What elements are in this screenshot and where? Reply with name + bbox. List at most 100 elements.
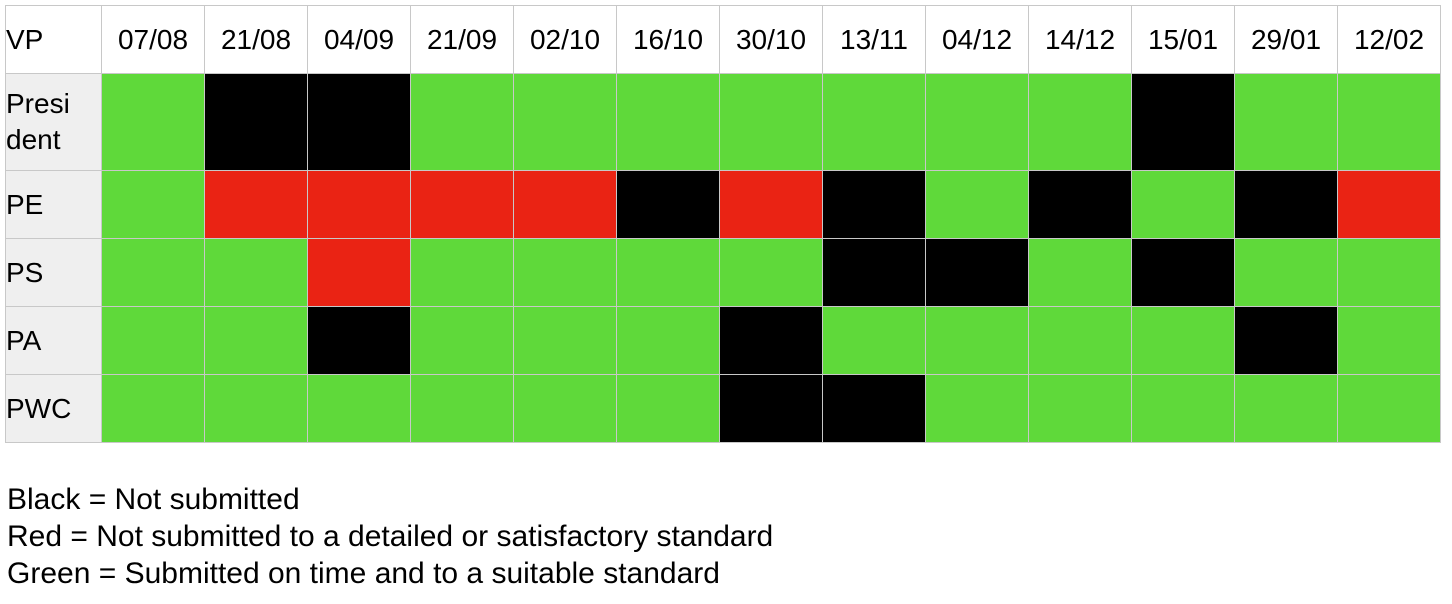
status-cell-black <box>307 306 411 375</box>
status-cell-green <box>513 238 617 307</box>
status-cell-red <box>204 170 308 239</box>
header-row: VP 07/08 21/08 04/09 21/09 02/10 16/10 30/10 13… <box>5 5 1441 74</box>
status-grid: VP 07/08 21/08 04/09 21/09 02/10 16/10 30/10 13… <box>5 5 1441 443</box>
status-cell-green <box>822 306 926 375</box>
status-cell-green <box>513 374 617 443</box>
status-cell-green <box>1028 374 1132 443</box>
row-header-pe: PE <box>5 170 102 239</box>
status-cell-green <box>925 73 1029 171</box>
status-cell-black <box>1028 170 1132 239</box>
column-header-02-10: 02/10 <box>513 5 617 74</box>
status-cell-green <box>1131 374 1235 443</box>
status-cell-green <box>925 306 1029 375</box>
status-cell-black <box>1131 73 1235 171</box>
row-label: President <box>6 88 70 155</box>
column-header-29-01: 29/01 <box>1234 5 1338 74</box>
status-cell-black <box>822 238 926 307</box>
table-row: President <box>5 73 1441 171</box>
status-cell-green <box>719 73 823 171</box>
status-cell-green <box>101 238 205 307</box>
status-cell-black <box>822 170 926 239</box>
legend-entry-green: Green = Submitted on time and to a suita… <box>7 557 720 590</box>
status-cell-green <box>101 374 205 443</box>
legend: Black = Not submitted Red = Not submitte… <box>7 481 773 592</box>
status-cell-green <box>1028 238 1132 307</box>
status-cell-green <box>513 306 617 375</box>
column-header-21-08: 21/08 <box>204 5 308 74</box>
column-header-04-09: 04/09 <box>307 5 411 74</box>
status-cell-green <box>616 238 720 307</box>
status-cell-green <box>410 238 514 307</box>
status-cell-black <box>1131 238 1235 307</box>
row-header-ps: PS <box>5 238 102 307</box>
column-header-16-10: 16/10 <box>616 5 720 74</box>
status-cell-green <box>513 73 617 171</box>
status-cell-black <box>1234 306 1338 375</box>
status-cell-green <box>1028 306 1132 375</box>
table-row: PWC <box>5 374 1441 443</box>
status-cell-green <box>1337 73 1441 171</box>
status-cell-red <box>410 170 514 239</box>
row-header-pa: PA <box>5 306 102 375</box>
column-header-30-10: 30/10 <box>719 5 823 74</box>
status-cell-green <box>925 170 1029 239</box>
column-header-07-08: 07/08 <box>101 5 205 74</box>
status-cell-green <box>101 73 205 171</box>
status-cell-green <box>204 238 308 307</box>
status-cell-green <box>410 306 514 375</box>
status-cell-black <box>719 306 823 375</box>
status-cell-red <box>513 170 617 239</box>
column-header-04-12: 04/12 <box>925 5 1029 74</box>
column-header-14-12: 14/12 <box>1028 5 1132 74</box>
table-row: PA <box>5 306 1441 375</box>
row-header-pwc: PWC <box>5 374 102 443</box>
status-cell-black <box>307 73 411 171</box>
status-cell-green <box>1234 238 1338 307</box>
status-cell-green <box>822 73 926 171</box>
status-cell-green <box>1337 374 1441 443</box>
legend-entry-black: Black = Not submitted <box>7 483 300 516</box>
status-cell-red <box>307 170 411 239</box>
row-header-president: President <box>5 73 102 171</box>
status-cell-green <box>616 306 720 375</box>
status-cell-green <box>1337 306 1441 375</box>
heatmap-table: VP 07/08 21/08 04/09 21/09 02/10 16/10 30/10 13… <box>5 5 1441 443</box>
status-cell-red <box>719 170 823 239</box>
status-cell-black <box>822 374 926 443</box>
status-cell-green <box>101 306 205 375</box>
column-header-21-09: 21/09 <box>410 5 514 74</box>
table-row: PS <box>5 238 1441 307</box>
status-cell-green <box>101 170 205 239</box>
row-label: PWC <box>6 392 72 424</box>
status-cell-red <box>307 238 411 307</box>
status-cell-black <box>204 73 308 171</box>
status-cell-green <box>1337 238 1441 307</box>
status-cell-red <box>1337 170 1441 239</box>
column-header-13-11: 13/11 <box>822 5 926 74</box>
status-cell-black <box>925 238 1029 307</box>
status-cell-green <box>410 374 514 443</box>
status-cell-green <box>719 238 823 307</box>
status-cell-green <box>1234 73 1338 171</box>
column-header-12-02: 12/02 <box>1337 5 1441 74</box>
status-cell-green <box>1131 306 1235 375</box>
row-label: PE <box>6 188 44 220</box>
status-cell-green <box>307 374 411 443</box>
status-cell-green <box>1131 170 1235 239</box>
table-row: PE <box>5 170 1441 239</box>
status-cell-green <box>1234 374 1338 443</box>
status-cell-green <box>616 73 720 171</box>
status-cell-green <box>204 306 308 375</box>
row-label: PA <box>6 324 42 356</box>
status-cell-black <box>719 374 823 443</box>
status-cell-green <box>204 374 308 443</box>
status-cell-black <box>1234 170 1338 239</box>
status-cell-green <box>1028 73 1132 171</box>
status-cell-green <box>410 73 514 171</box>
row-label: PS <box>6 256 44 288</box>
status-cell-green <box>616 374 720 443</box>
legend-entry-red: Red = Not submitted to a detailed or sat… <box>7 520 774 553</box>
status-cell-black <box>616 170 720 239</box>
status-cell-green <box>925 374 1029 443</box>
corner-label: VP <box>5 5 102 74</box>
